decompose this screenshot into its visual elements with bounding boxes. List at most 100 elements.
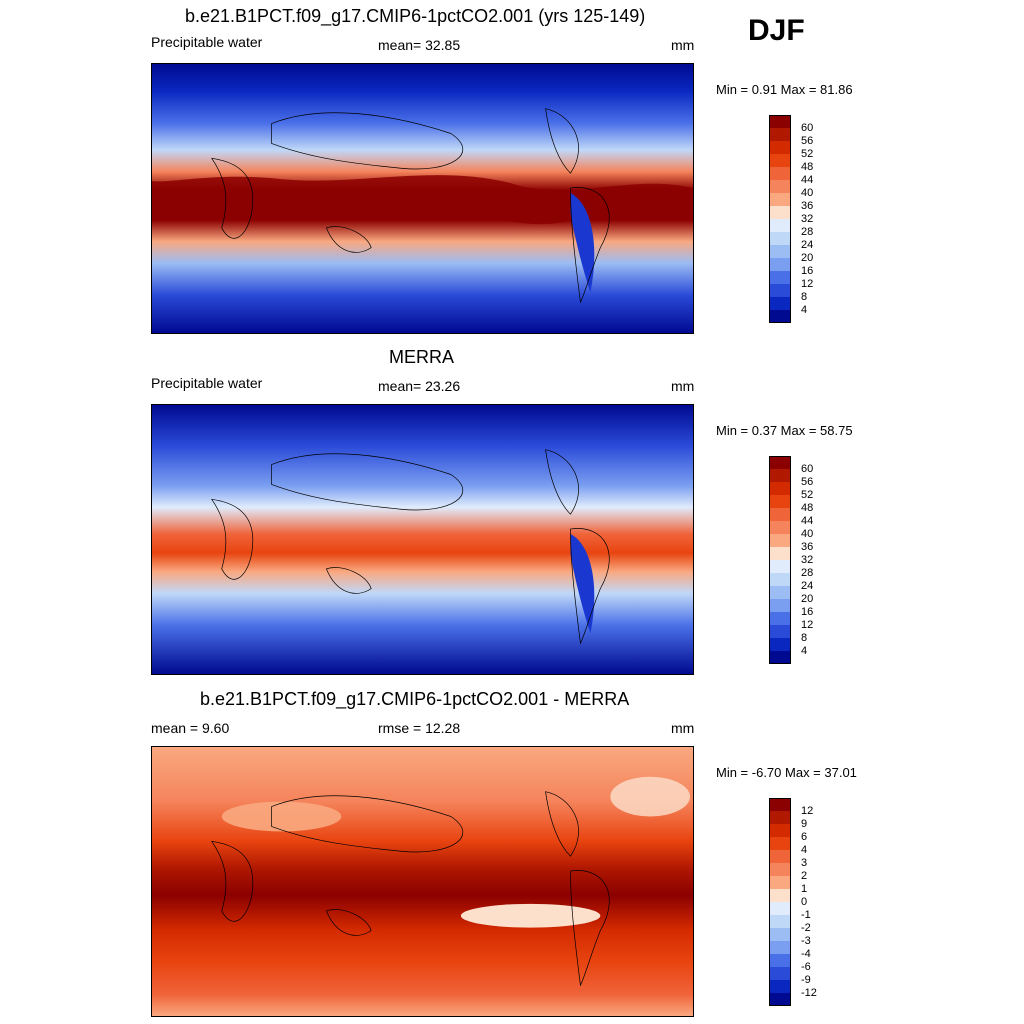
panel2-colorbar-tick: 16 [801,606,814,618]
panel2-units: mm [671,378,695,394]
panel3-colorbar-box [769,811,791,824]
panel1-colorbar-tick: 56 [801,135,814,147]
panel1-colorbar-tick: 8 [801,291,808,303]
panel1-colorbar-box [769,284,791,297]
panel3-colorbar-box [769,863,791,876]
panel1-colorbar-box [769,310,791,323]
panel3-colorbar-tick: 0 [801,896,808,908]
panel2-colorbar-box [769,612,791,625]
panel1-colorbar-box [769,115,791,128]
panel1-minmax: Min = 0.91 Max = 81.86 [716,82,853,97]
panel1-colorbar-tick: 32 [801,213,814,225]
panel2-colorbar-box [769,573,791,586]
panel3-colorbar-tick: -9 [801,974,811,986]
panel2-colorbar-tick: 44 [801,515,814,527]
panel3-colorbar-box [769,941,791,954]
panel1-colorbar-tick: 20 [801,252,814,264]
panel1-colorbar-box [769,232,791,245]
panel3-colorbar-tick: 1 [801,883,808,895]
panel3-colorbar-tick: 2 [801,870,808,882]
panel2-colorbar-box [769,560,791,573]
panel2-map [151,404,694,675]
panel3-colorbar-box [769,889,791,902]
panel1-colorbar-tick: 36 [801,200,814,212]
panel3-colorbar-tick: -12 [801,987,817,999]
panel3-colorbar-tick: -2 [801,922,811,934]
panel1-colorbar-tick: 52 [801,148,814,160]
panel1-title: b.e21.B1PCT.f09_g17.CMIP6-1pctCO2.001 (y… [185,6,646,26]
panel2-colorbar-box [769,586,791,599]
panel1-colorbar-tick: 28 [801,226,814,238]
panel1-colorbar-box [769,180,791,193]
panel3-units: mm [671,720,695,736]
panel3-colorbar-tick: -1 [801,909,811,921]
panel2-colorbar-box [769,469,791,482]
panel1-mean-label: mean= 32.85 [378,37,461,53]
panel2-colorbar-tick: 12 [801,619,814,631]
panel3-colorbar-box [769,850,791,863]
panel1-map [151,63,694,334]
panel2-colorbar-tick: 36 [801,541,814,553]
panel1-colorbar-box [769,297,791,310]
panel3-colorbar-tick: 9 [801,818,808,830]
panel2-colorbar-box [769,521,791,534]
panel3-minmax: Min = -6.70 Max = 37.01 [716,765,857,780]
panel3-colorbar-box [769,902,791,915]
panel3-colorbar-tick: -3 [801,935,811,947]
panel2-colorbar-tick: 48 [801,502,814,514]
panel1-colorbar-box [769,271,791,284]
panel2-minmax: Min = 0.37 Max = 58.75 [716,423,853,438]
panel3-colorbar-box [769,993,791,1006]
panel3-mean-label: mean = 9.60 [151,720,230,736]
panel2-colorbar-box [769,456,791,469]
panel1-colorbar-box [769,219,791,232]
panel1-colorbar-box [769,206,791,219]
panel3-colorbar-box [769,967,791,980]
panel2-colorbar-box [769,495,791,508]
panel2-colorbar-box [769,625,791,638]
panel2-colorbar-tick: 20 [801,593,814,605]
panel1-colorbar-tick: 24 [801,239,814,251]
panel2-colorbar-box [769,638,791,651]
panel3-colorbar-box [769,928,791,941]
panel1-colorbar-box [769,193,791,206]
panel2-colorbar-tick: 52 [801,489,814,501]
panel3-colorbar-box [769,954,791,967]
panel2-colorbar-box [769,547,791,560]
panel3-colorbar-box [769,876,791,889]
panel2-colorbar-box [769,508,791,521]
panel1-colorbar-box [769,154,791,167]
panel1-colorbar-tick: 48 [801,161,814,173]
panel3-colorbar-tick: 3 [801,857,808,869]
panel1-colorbar-tick: 60 [801,122,814,134]
season-label: DJF [748,14,805,47]
panel1-left-label: Precipitable water [151,34,263,50]
panel3-colorbar-tick: 12 [801,805,814,817]
panel3-colorbar-tick: 6 [801,831,808,843]
panel2-colorbar-tick: 4 [801,645,808,657]
panel2-colorbar-box [769,599,791,612]
panel2-title: MERRA [389,347,455,367]
panel3-colorbar-box [769,798,791,811]
panel2-colorbar-box [769,651,791,664]
panel2-colorbar-tick: 40 [801,528,814,540]
panel3-colorbar-box [769,980,791,993]
panel1-colorbar-box [769,167,791,180]
panel3-colorbar-box [769,824,791,837]
panel1-colorbar-tick: 16 [801,265,814,277]
panel1-colorbar-tick: 4 [801,304,808,316]
panel2-colorbar-box [769,534,791,547]
panel2-colorbar-tick: 56 [801,476,814,488]
panel2-colorbar-tick: 28 [801,567,814,579]
panel2-colorbar-tick: 8 [801,632,808,644]
panel3-colorbar-box [769,837,791,850]
panel1-colorbar-tick: 44 [801,174,814,186]
panel3-colorbar-tick: -4 [801,948,811,960]
panel1-colorbar-tick: 12 [801,278,814,290]
panel2-mean-label: mean= 23.26 [378,378,461,394]
panel3-colorbar-tick: 4 [801,844,808,856]
panel1-colorbar-box [769,245,791,258]
panel1-units: mm [671,37,695,53]
panel3-map [151,746,694,1017]
panel1-colorbar-box [769,141,791,154]
